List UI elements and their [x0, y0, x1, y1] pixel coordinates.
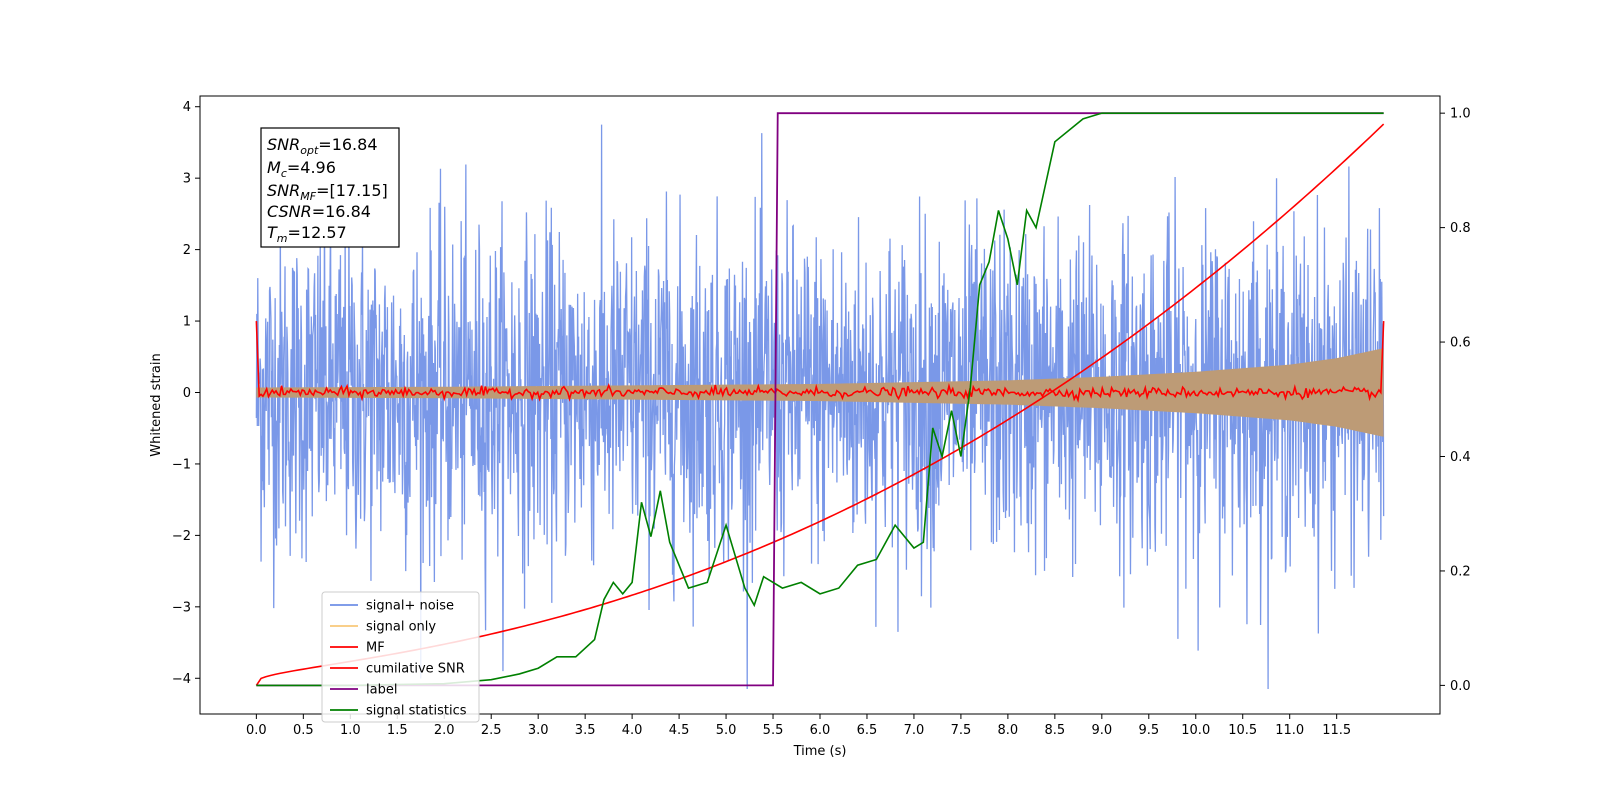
y-left-tick-label: −4: [172, 672, 191, 687]
series-signal-statistics: [256, 112, 1384, 687]
y-left-tick-label: 4: [183, 100, 191, 115]
x-tick-label: 8.0: [998, 723, 1019, 738]
stat-tm: Tm=12.57: [267, 223, 347, 245]
series-mf: [255, 321, 1385, 403]
legend-label: label: [366, 683, 397, 698]
legend-entries: signal+ noise signal only MF cumilative SNR…: [330, 599, 467, 719]
legend-label: signal+ noise: [366, 599, 454, 614]
stats-box: SNRopt=16.84 Mc=4.96 SNRMF=[17.15] CSNR=…: [260, 127, 400, 248]
stat-csnr: CSNR=16.84: [267, 202, 371, 221]
stat-tm-sub: m: [277, 232, 288, 245]
stat-csnr-name: CSNR: [267, 202, 312, 221]
x-tick-label: 0.0: [246, 723, 267, 738]
x-tick-label: 9.0: [1091, 723, 1112, 738]
stat-tm-name: T: [267, 223, 278, 242]
series-label: [256, 112, 1384, 687]
stat-snr-mf-value: =[17.15]: [316, 181, 388, 200]
y-right-tick-label: 0.4: [1450, 450, 1471, 465]
x-tick-label: 4.5: [669, 723, 690, 738]
x-tick-label: 3.0: [528, 723, 549, 738]
stat-mc: Mc=4.96: [267, 158, 336, 180]
y-left-tick-label: −1: [172, 457, 191, 472]
legend-label: MF: [366, 641, 385, 656]
x-tick-label: 0.5: [293, 723, 314, 738]
x-tick-label: 5.0: [716, 723, 737, 738]
y-left-tick-label: 0: [183, 386, 191, 401]
x-tick-label: 2.0: [434, 723, 455, 738]
stat-csnr-value: =16.84: [312, 202, 371, 221]
x-tick-label: 10.0: [1181, 723, 1210, 738]
x-tick-label: 1.5: [387, 723, 408, 738]
y-right-tick-label: 0.6: [1450, 336, 1471, 351]
x-tick-label: 6.5: [857, 723, 878, 738]
x-tick-label: 11.0: [1275, 723, 1304, 738]
legend-frame: [321, 591, 480, 723]
x-tick-label: 2.5: [481, 723, 502, 738]
x-tick-label: 9.5: [1138, 723, 1159, 738]
stat-mc-value: =4.96: [287, 158, 336, 177]
y-left-tick-label: 1: [183, 315, 191, 330]
stat-snr-mf-name: SNR: [267, 181, 300, 200]
y-left-tick-label: −3: [172, 600, 191, 615]
x-tick-label: 8.5: [1045, 723, 1066, 738]
x-tick-label: 3.5: [575, 723, 596, 738]
y-right-tick-label: 0.2: [1450, 564, 1471, 579]
y-left-tick-label: 3: [183, 172, 191, 187]
y-right-tick-label: 0.0: [1450, 679, 1471, 694]
x-axis-label: Time (s): [793, 744, 847, 759]
y-right-tick-label: 1.0: [1450, 107, 1471, 122]
stat-snr-mf: SNRMF=[17.15]: [267, 181, 388, 203]
y-left-tick-label: −2: [172, 529, 191, 544]
stat-snr-opt-name: SNR: [267, 135, 300, 154]
stat-snr-mf-sub: MF: [300, 190, 316, 203]
x-tick-label: 7.0: [904, 723, 925, 738]
stat-snr-opt-sub: opt: [300, 144, 319, 157]
x-tick-label: 6.0: [810, 723, 831, 738]
x-tick-label: 4.0: [622, 723, 643, 738]
stat-snr-opt: SNRopt=16.84: [267, 135, 378, 157]
legend-label: signal only: [366, 620, 436, 635]
x-tick-label: 11.5: [1322, 723, 1351, 738]
axes-layer: 0.0 0.5 1.0 1.5 2.0 2.5 3.0 3.5 4.0 4.5 5.0 5.5 6.0 6…: [172, 100, 1471, 738]
stat-mc-sub: c: [281, 167, 287, 180]
x-tick-label: 5.5: [763, 723, 784, 738]
stat-tm-value: =12.57: [288, 223, 347, 242]
series-layer: [255, 112, 1385, 689]
stat-mc-name: M: [267, 158, 281, 177]
legend-label: signal statistics: [366, 704, 467, 719]
legend: signal+ noise signal only MF cumilative SNR…: [321, 591, 480, 723]
x-tick-label: 1.0: [340, 723, 361, 738]
y-left-tick-label: 2: [183, 243, 191, 258]
stat-snr-opt-value: =16.84: [318, 135, 377, 154]
x-tick-label: 7.5: [951, 723, 972, 738]
legend-label: cumilative SNR: [366, 662, 465, 677]
x-tick-label: 10.5: [1228, 723, 1257, 738]
stats-box-frame: [260, 127, 400, 248]
y-axis-label: Whitened strain: [149, 353, 164, 456]
y-right-tick-label: 0.8: [1450, 221, 1471, 236]
